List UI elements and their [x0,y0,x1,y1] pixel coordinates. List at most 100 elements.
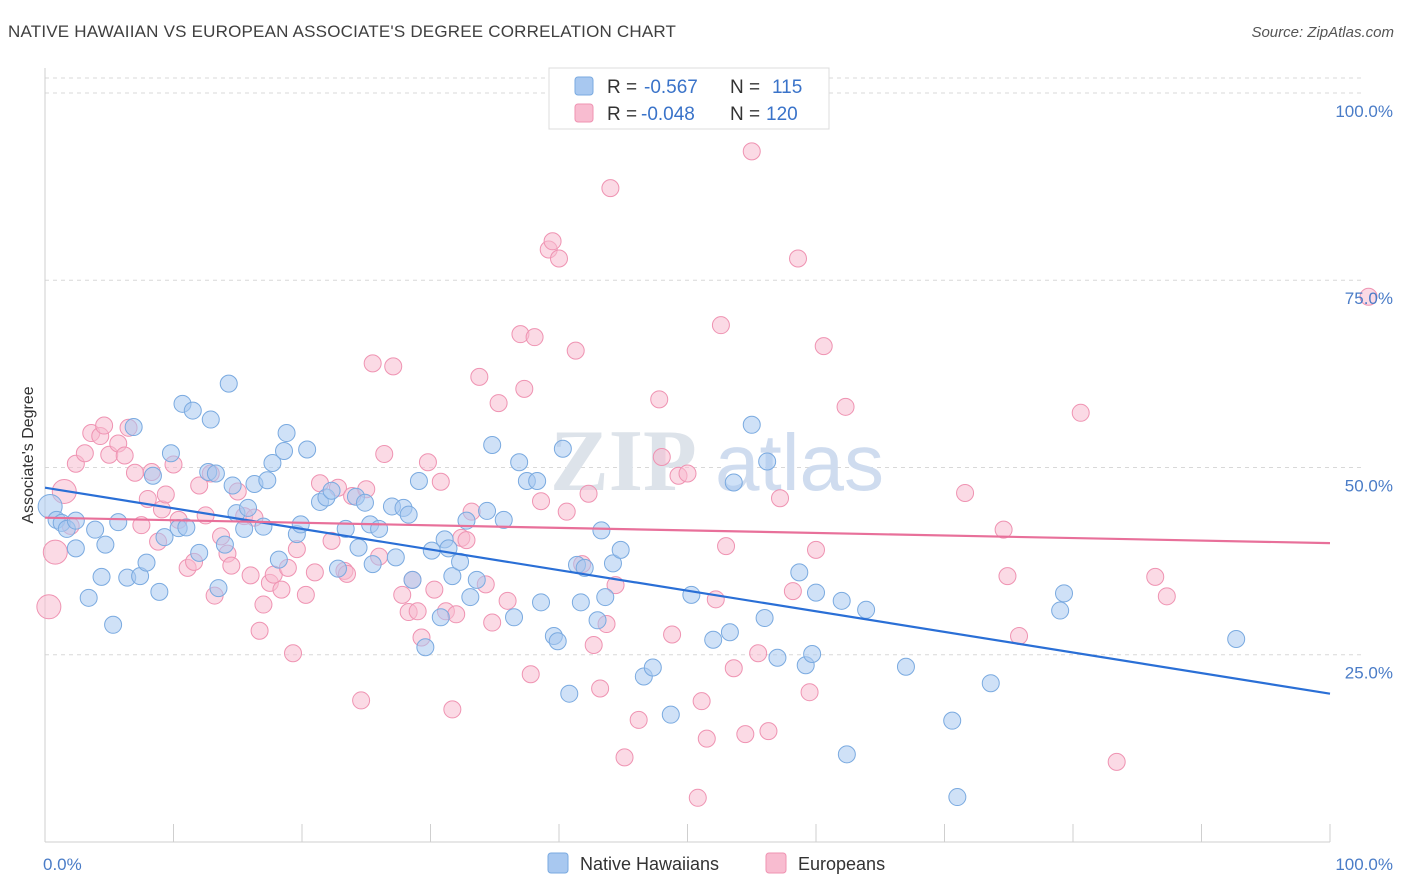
european-point-75 [498,591,517,610]
european-point-114 [800,683,819,702]
european-point-107 [736,725,755,744]
native-hawaiian-point-98 [724,473,743,492]
native-hawaiian-point-19 [161,444,180,463]
native-hawaiian-point-93 [643,658,662,677]
trend-line-1 [44,516,1331,545]
native-hawaiian-point-61 [409,471,428,490]
native-hawaiian-point-62 [416,638,435,657]
legend-n-value-1: 115 [772,77,802,98]
european-point-80 [532,492,551,511]
native-hawaiian-point-15 [137,553,156,572]
european-point-94 [629,710,648,729]
native-hawaiian-point-48 [328,559,347,578]
native-hawaiian-point-115 [1055,584,1074,603]
european-point-105 [717,537,736,556]
european-point-78 [521,665,540,684]
native-hawaiian-point-52 [355,493,374,512]
european-point-30 [222,556,241,575]
european-point-116 [814,337,833,356]
european-point-82 [543,232,562,251]
series-native-hawaiians-points [37,374,1246,807]
european-point-39 [272,580,291,599]
native-hawaiian-point-13 [124,418,143,437]
native-hawaiian-point-83 [560,684,579,703]
native-hawaiian-point-72 [478,501,497,520]
european-point-100 [688,788,707,807]
native-hawaiian-point-39 [269,550,288,569]
y-tick-label-0: 25.0% [1345,664,1393,683]
european-point-120 [998,567,1017,586]
native-hawaiian-point-22 [177,518,196,537]
european-point-99 [678,464,697,483]
european-point-109 [749,644,768,663]
legend-swatch-blue [574,76,594,96]
european-point-11 [115,446,134,465]
native-hawaiian-point-57 [386,548,405,567]
european-point-43 [296,585,315,604]
legend-swatch-pink [574,103,594,123]
native-hawaiian-point-87 [588,611,607,630]
x-tick-label-0: 0.0% [43,855,82,874]
european-point-5 [75,444,94,463]
y-tick-label-1: 50.0% [1345,476,1393,495]
native-hawaiian-point-67 [443,567,462,586]
european-point-62 [418,453,437,472]
european-point-88 [584,636,603,655]
european-point-64 [431,472,450,491]
bottom-legend-swatch-blue [547,852,569,874]
european-point-110 [759,722,778,741]
european-point-115 [807,540,825,559]
native-hawaiian-point-54 [363,555,382,574]
european-point-71 [470,367,489,386]
european-point-97 [663,625,682,644]
native-hawaiian-point-71 [467,570,486,589]
european-point-69 [457,531,476,550]
native-hawaiian-point-5 [66,539,85,558]
native-hawaiian-point-95 [682,585,701,604]
native-hawaiian-point-94 [661,705,680,724]
native-hawaiian-point-116 [1227,630,1246,649]
european-point-96 [652,448,671,467]
native-hawaiian-point-51 [349,538,368,557]
european-point-8 [95,416,114,435]
native-hawaiian-point-88 [592,521,611,540]
native-hawaiian-point-89 [596,588,615,607]
european-point-117 [836,397,855,416]
watermark-atlas: atlas [715,418,884,507]
native-hawaiian-point-111 [943,711,962,730]
native-hawaiian-point-23 [183,401,202,420]
european-point-41 [284,644,303,663]
native-hawaiian-point-9 [96,535,115,554]
native-hawaiian-point-81 [548,632,567,651]
european-point-102 [697,729,716,748]
watermark-zip: ZIP [550,413,697,510]
native-hawaiian-point-101 [758,452,777,471]
source-label: Source: ZipAtlas.com [1251,24,1394,41]
top-legend-box [548,67,830,130]
european-point-111 [771,489,790,508]
native-hawaiian-point-114 [1051,601,1070,620]
native-hawaiian-point-38 [263,453,282,472]
native-hawaiian-point-31 [223,476,242,495]
legend-n-label-2: N = [730,104,760,125]
native-hawaiian-point-106 [807,583,825,602]
native-hawaiian-point-34 [239,498,258,517]
native-hawaiian-point-73 [483,436,502,455]
european-point-113 [789,249,808,268]
bottom-legend-europeans: Europeans [798,854,885,874]
native-hawaiian-point-85 [571,593,590,612]
native-hawaiian-point-113 [981,674,1000,693]
native-hawaiian-point-82 [553,439,572,458]
european-point-122 [1071,403,1090,422]
european-point-84 [557,502,576,521]
native-hawaiian-point-33 [235,519,254,538]
european-point-77 [515,379,534,398]
native-hawaiian-point-108 [837,745,856,764]
native-hawaiian-point-76 [510,453,529,472]
bottom-legend: Native Hawaiians Europeans [547,852,885,874]
european-point-55 [375,445,394,464]
european-point-67 [447,605,466,624]
european-point-63 [425,580,444,599]
native-hawaiian-point-110 [896,657,915,676]
